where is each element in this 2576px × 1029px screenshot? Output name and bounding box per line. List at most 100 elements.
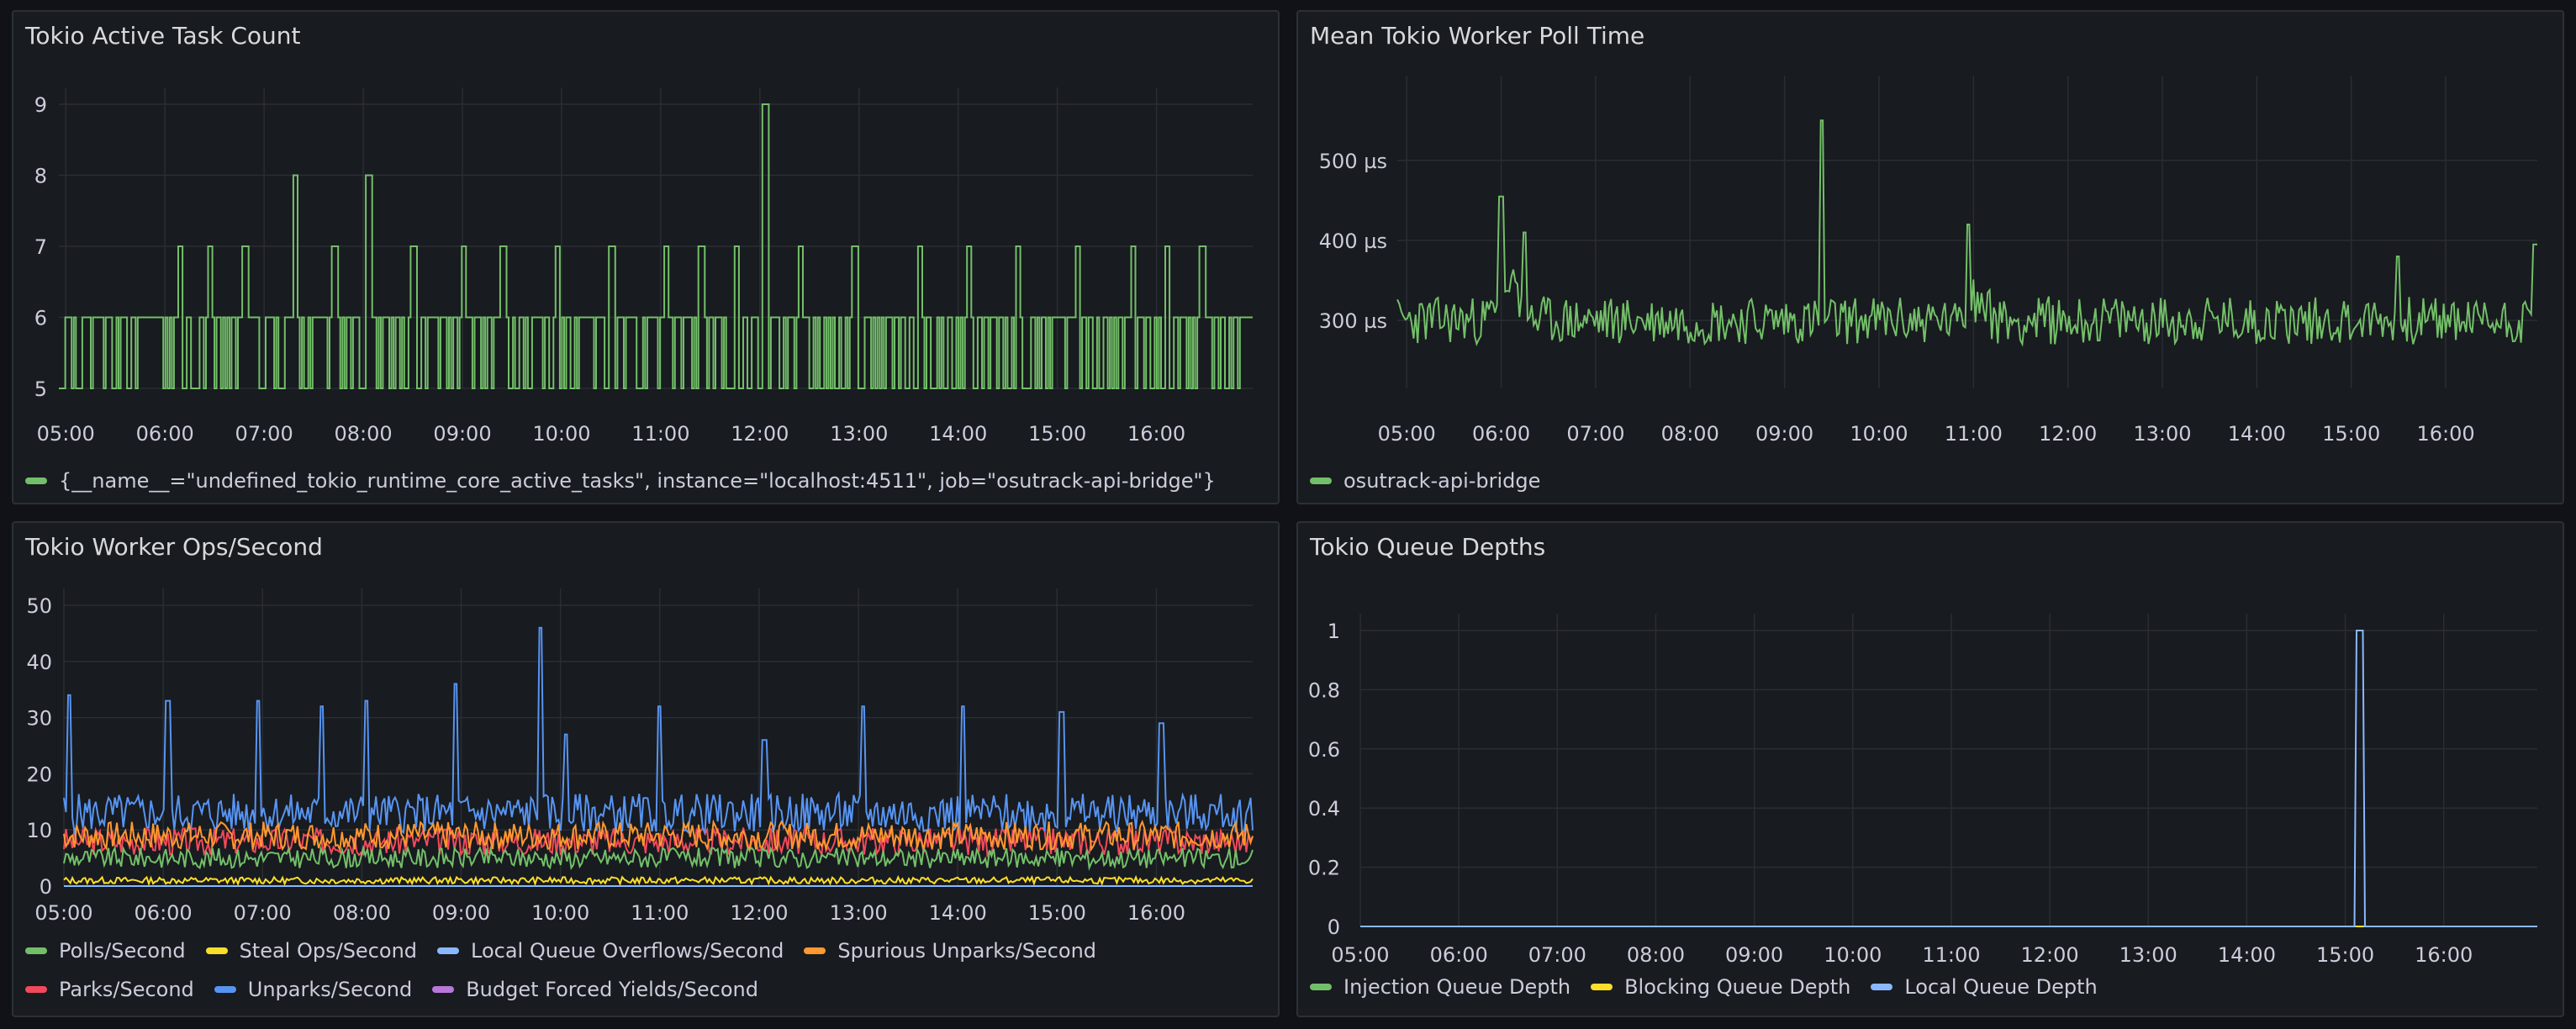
y-tick-label: 10 (26, 819, 52, 842)
legend-swatch (25, 986, 47, 993)
y-tick-label: 0.6 (1308, 738, 1340, 762)
x-tick-label: 05:00 (37, 422, 95, 446)
x-tick-label: 13:00 (2119, 943, 2177, 967)
y-tick-label: 50 (26, 594, 52, 618)
x-tick-label: 13:00 (829, 901, 887, 925)
legend-label: Steal Ops/Second (240, 939, 417, 963)
x-tick-label: 13:00 (2133, 422, 2191, 446)
legend-item[interactable]: Blocking Queue Depth (1591, 975, 1850, 999)
y-tick-label: 1 (1328, 620, 1340, 643)
x-tick-label: 06:00 (136, 422, 194, 446)
x-tick-label: 12:00 (730, 901, 788, 925)
x-tick-label: 06:00 (1472, 422, 1530, 446)
x-tick-label: 10:00 (532, 422, 590, 446)
y-tick-label: 300 µs (1319, 309, 1387, 333)
x-tick-label: 14:00 (2228, 422, 2286, 446)
y-tick-label: 400 µs (1319, 230, 1387, 253)
series-line[interactable] (1397, 120, 2537, 344)
y-tick-label: 9 (34, 93, 47, 117)
legend-swatch (437, 947, 459, 954)
x-tick-label: 15:00 (1028, 422, 1086, 446)
legend-label: Budget Forced Yields/Second (466, 978, 758, 1001)
legend: Polls/Second Steal Ops/Second Local Queu… (25, 931, 1116, 1009)
legend: Injection Queue Depth Blocking Queue Dep… (1310, 970, 2118, 1004)
y-tick-label: 7 (34, 235, 47, 259)
x-tick-label: 08:00 (1627, 943, 1685, 967)
legend-label: Injection Queue Depth (1343, 975, 1570, 999)
legend-label: Unparks/Second (248, 978, 412, 1001)
x-tick-label: 07:00 (1528, 943, 1586, 967)
x-tick-label: 07:00 (235, 422, 293, 446)
y-tick-label: 8 (34, 165, 47, 188)
legend-item[interactable]: Local Queue Overflows/Second (437, 939, 784, 963)
legend-swatch (1871, 984, 1892, 990)
legend-swatch (1310, 478, 1332, 484)
x-tick-label: 10:00 (531, 901, 589, 925)
x-tick-label: 07:00 (1566, 422, 1624, 446)
legend-swatch (25, 947, 47, 954)
legend-item[interactable]: Polls/Second (25, 939, 186, 963)
x-tick-label: 09:00 (1725, 943, 1783, 967)
y-tick-label: 20 (26, 763, 52, 786)
legend-label: Local Queue Depth (1904, 975, 2097, 999)
x-tick-label: 16:00 (1127, 422, 1185, 446)
legend-item[interactable]: Steal Ops/Second (206, 939, 417, 963)
x-tick-label: 09:00 (432, 901, 490, 925)
legend-label: Polls/Second (59, 939, 186, 963)
x-tick-label: 05:00 (1378, 422, 1436, 446)
x-tick-label: 11:00 (1945, 422, 2003, 446)
x-tick-label: 09:00 (433, 422, 491, 446)
series-line[interactable] (64, 877, 1253, 884)
legend-item[interactable]: Parks/Second (25, 978, 194, 1001)
y-tick-label: 40 (26, 651, 52, 674)
legend-label: Spurious Unparks/Second (837, 939, 1096, 963)
legend-label: Blocking Queue Depth (1624, 975, 1850, 999)
legend-item[interactable]: Local Queue Depth (1871, 975, 2097, 999)
legend-item[interactable]: osutrack-api-bridge (1310, 469, 1540, 493)
y-tick-label: 5 (34, 377, 47, 401)
x-tick-label: 06:00 (1430, 943, 1488, 967)
legend-item[interactable]: Budget Forced Yields/Second (432, 978, 758, 1001)
x-tick-label: 10:00 (1850, 422, 1908, 446)
legend-swatch (1310, 984, 1332, 990)
panel-mean-poll-time[interactable]: Mean Tokio Worker Poll Time 300 µs 400 µs… (1296, 10, 2564, 504)
legend-item[interactable]: {__name__="undefined_tokio_runtime_core_… (25, 469, 1216, 493)
legend-swatch (206, 947, 228, 954)
legend-label: {__name__="undefined_tokio_runtime_core_… (59, 469, 1216, 493)
x-tick-label: 12:00 (731, 422, 789, 446)
queue-depths-chart[interactable]: 0 0.2 0.4 0.6 0.8 1 05:00 06:00 07:00 08:00 09:00 1… (1298, 523, 2564, 1017)
x-tick-label: 12:00 (2020, 943, 2078, 967)
x-tick-label: 05:00 (1331, 943, 1389, 967)
legend-swatch (214, 986, 236, 993)
panel-queue-depths[interactable]: Tokio Queue Depths 0 0.2 0.4 0.6 0.8 1 05:00 06… (1296, 521, 2564, 1017)
y-tick-label: 500 µs (1319, 150, 1387, 173)
legend-swatch (804, 947, 826, 954)
x-tick-label: 10:00 (1824, 943, 1882, 967)
series-line[interactable] (64, 827, 1253, 855)
x-tick-label: 11:00 (631, 422, 689, 446)
panel-active-task-count[interactable]: Tokio Active Task Count 5 6 7 8 9 05:00 06:00 0… (12, 10, 1280, 504)
y-tick-label: 0 (40, 875, 52, 899)
x-tick-label: 05:00 (34, 901, 92, 925)
x-tick-label: 07:00 (234, 901, 292, 925)
legend-item[interactable]: Spurious Unparks/Second (804, 939, 1096, 963)
legend-label: Local Queue Overflows/Second (471, 939, 784, 963)
legend-swatch (432, 986, 454, 993)
legend-label: osutrack-api-bridge (1343, 469, 1540, 493)
legend-item[interactable]: Unparks/Second (214, 978, 412, 1001)
x-tick-label: 13:00 (830, 422, 888, 446)
x-tick-label: 16:00 (1127, 901, 1185, 925)
series-line[interactable] (64, 628, 1253, 833)
legend-item[interactable]: Injection Queue Depth (1310, 975, 1570, 999)
series-line[interactable] (1360, 631, 2537, 926)
legend-swatch (1591, 984, 1613, 990)
x-tick-label: 16:00 (2416, 422, 2474, 446)
x-tick-label: 16:00 (2415, 943, 2473, 967)
x-tick-label: 11:00 (631, 901, 689, 925)
y-tick-label: 0 (1328, 916, 1340, 939)
mean-poll-time-chart[interactable]: 300 µs 400 µs 500 µs 05:00 06:00 07:00 08:00 09… (1298, 12, 2564, 504)
active-task-count-chart[interactable]: 5 6 7 8 9 05:00 06:00 07:00 08:00 09:00 10:00 11:00… (13, 12, 1280, 504)
x-tick-label: 14:00 (2218, 943, 2276, 967)
x-tick-label: 09:00 (1755, 422, 1813, 446)
panel-worker-ops[interactable]: Tokio Worker Ops/Second 0 10 20 30 40 50 05:00… (12, 521, 1280, 1017)
